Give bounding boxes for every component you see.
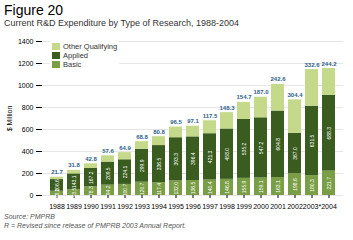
svg-text:458.0: 458.0 <box>224 148 230 161</box>
html-text:Applied: Applied <box>63 51 88 60</box>
svg-text:1992: 1992 <box>117 203 133 210</box>
svg-text:1998: 1998 <box>219 203 235 210</box>
svg-text:244.2: 244.2 <box>321 61 337 67</box>
svg-text:1993: 1993 <box>134 203 150 210</box>
svg-text:100.7: 100.7 <box>122 183 128 196</box>
svg-text:57.6: 57.6 <box>102 148 114 154</box>
svg-text:1995: 1995 <box>168 203 184 210</box>
svg-text:148.3: 148.3 <box>219 105 235 111</box>
svg-text:421.3: 421.3 <box>207 150 213 163</box>
svg-text:2004: 2004 <box>321 203 337 210</box>
html-text:Basic: Basic <box>63 60 82 69</box>
svg-text:242.6: 242.6 <box>270 76 286 82</box>
svg-text:0: 0 <box>30 192 34 199</box>
svg-text:1000: 1000 <box>18 82 34 89</box>
svg-text:1989: 1989 <box>66 203 82 210</box>
svg-text:332.6: 332.6 <box>304 62 320 68</box>
svg-text:224.1: 224.1 <box>122 166 128 179</box>
svg-text:1990: 1990 <box>83 203 99 210</box>
svg-text:106.6: 106.6 <box>54 179 60 192</box>
svg-text:1991: 1991 <box>100 203 116 210</box>
svg-text:80.8: 80.8 <box>153 129 165 135</box>
svg-text:221.7: 221.7 <box>326 177 332 190</box>
svg-text:167.2: 167.2 <box>88 171 94 184</box>
svg-text:117.4: 117.4 <box>156 183 162 195</box>
svg-text:163.1: 163.1 <box>275 180 281 193</box>
svg-text:535.2: 535.2 <box>241 142 247 155</box>
svg-text:2003*: 2003* <box>303 203 322 210</box>
svg-text:396.4: 396.4 <box>190 152 196 165</box>
html-text:Source: PMPRB R = Revised sinc: Source: PMPRB R = Revised since release … <box>4 213 186 229</box>
svg-text:299.9: 299.9 <box>139 159 145 172</box>
svg-text:154.7: 154.7 <box>236 94 252 100</box>
svg-text:159.1: 159.1 <box>258 180 264 193</box>
svg-text:146.8: 146.8 <box>224 181 230 194</box>
svg-text:187.0: 187.0 <box>253 89 269 95</box>
svg-text:68.8: 68.8 <box>136 134 148 140</box>
svg-text:547.2: 547.2 <box>258 141 264 154</box>
svg-text:304.4: 304.4 <box>287 92 303 98</box>
svg-text:64.9: 64.9 <box>119 145 131 151</box>
svg-text:38.3: 38.3 <box>53 188 60 199</box>
svg-text:2000: 2000 <box>253 203 269 210</box>
svg-text:$ Million: $ Million <box>6 106 13 132</box>
svg-text:367.0: 367.0 <box>292 147 298 160</box>
svg-text:800: 800 <box>22 104 34 111</box>
svg-text:1996: 1996 <box>185 203 201 210</box>
svg-text:96.5: 96.5 <box>170 119 182 125</box>
svg-text:132.0: 132.0 <box>173 182 179 195</box>
svg-text:94.2: 94.2 <box>105 185 111 195</box>
svg-text:42.8: 42.8 <box>85 156 97 162</box>
svg-text:180.3: 180.3 <box>309 179 315 192</box>
svg-text:140.4: 140.4 <box>207 181 213 194</box>
svg-text:78.3: 78.3 <box>88 186 94 196</box>
svg-text:198.6: 198.6 <box>292 178 298 191</box>
svg-text:1400: 1400 <box>18 38 34 45</box>
svg-text:1994: 1994 <box>151 203 167 210</box>
svg-text:21.7: 21.7 <box>51 169 63 175</box>
svg-text:136.5: 136.5 <box>190 182 196 195</box>
svg-text:400: 400 <box>22 148 34 155</box>
svg-text:336.5: 336.5 <box>156 158 162 171</box>
svg-text:2001: 2001 <box>270 203 286 210</box>
svg-text:604.8: 604.8 <box>275 138 281 151</box>
html-text:Other Qualifying: Other Qualifying <box>63 42 118 51</box>
svg-text:631.5: 631.5 <box>309 134 315 147</box>
svg-text:209.5: 209.5 <box>105 167 111 180</box>
html-text:Figure 20: Figure 20 <box>4 2 64 18</box>
html-text:Current R&D Expenditure by Typ: Current R&D Expenditure by Type of Resea… <box>4 18 239 28</box>
svg-text:600: 600 <box>22 126 34 133</box>
svg-text:53.5: 53.5 <box>70 187 77 198</box>
svg-text:155.9: 155.9 <box>241 180 247 193</box>
svg-text:120.7: 120.7 <box>139 182 145 195</box>
svg-text:143.1: 143.1 <box>71 175 77 188</box>
svg-text:2002: 2002 <box>287 203 303 210</box>
svg-text:1200: 1200 <box>18 60 34 67</box>
svg-text:97.1: 97.1 <box>187 118 199 124</box>
svg-text:1999: 1999 <box>236 203 252 210</box>
svg-text:31.8: 31.8 <box>68 162 80 168</box>
svg-text:117.5: 117.5 <box>203 113 218 119</box>
svg-text:1997: 1997 <box>202 203 218 210</box>
svg-text:1988: 1988 <box>49 203 65 210</box>
svg-text:200: 200 <box>22 170 34 177</box>
svg-text:393.3: 393.3 <box>173 153 179 166</box>
svg-text:688.3: 688.3 <box>326 127 332 140</box>
